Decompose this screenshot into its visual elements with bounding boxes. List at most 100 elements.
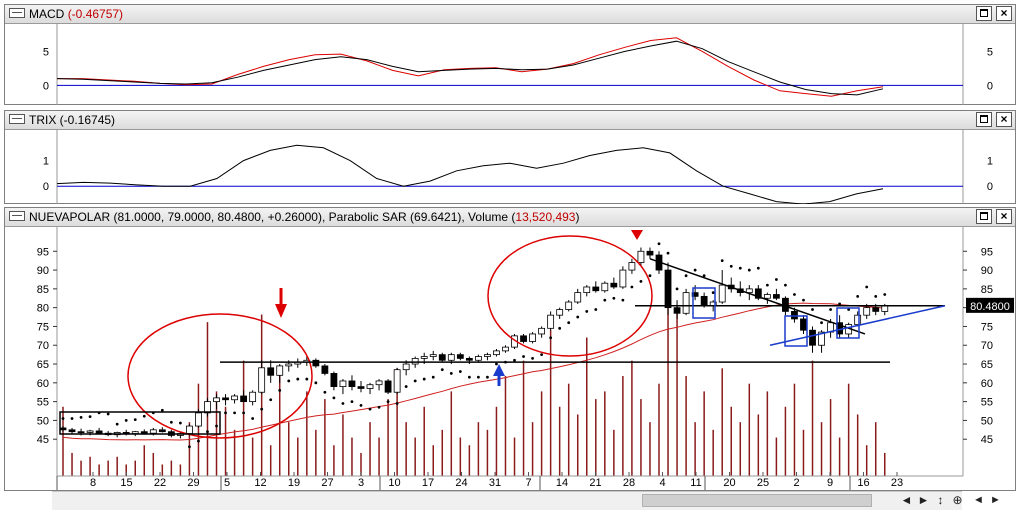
candle-body <box>619 269 627 288</box>
trix-header: TRIX (-0.16745) × <box>5 111 1015 130</box>
candle-body <box>610 282 618 288</box>
candle-body <box>140 431 148 434</box>
horizontal-scrollbar[interactable] <box>52 491 962 510</box>
candle-body <box>502 346 509 352</box>
page-right-icon[interactable]: ► <box>990 494 1001 506</box>
close-icon[interactable]: × <box>996 209 1012 224</box>
candle-body <box>465 357 473 361</box>
sar-dot <box>675 287 679 291</box>
sar-dot <box>215 424 218 428</box>
x-tick-label: 12 <box>254 477 266 489</box>
sar-dot <box>729 264 733 268</box>
sar-dot <box>61 417 65 420</box>
y-tick-label: 50 <box>37 415 49 427</box>
sar-dot <box>720 259 724 263</box>
y-tick-label: 90 <box>37 265 49 277</box>
candle-body <box>628 262 636 271</box>
candle-body <box>754 288 762 299</box>
trend-line <box>649 258 866 335</box>
trix-line <box>56 144 884 204</box>
x-tick-label: 5 <box>224 477 230 489</box>
candle-body <box>763 294 771 299</box>
candle-body <box>854 314 862 325</box>
candle-body <box>375 380 383 386</box>
sar-dot <box>224 411 227 415</box>
sar-dot <box>784 283 787 287</box>
x-tick-label: 16 <box>857 477 869 489</box>
annotation-box <box>784 315 808 347</box>
annotation-ellipse <box>127 313 313 439</box>
zoom-in-icon[interactable]: ⊕ <box>952 493 963 507</box>
sar-dot <box>350 400 354 404</box>
candle-body <box>348 380 356 387</box>
sar-dot <box>567 321 571 325</box>
sar-dot <box>486 375 489 379</box>
y-tick-label: 0 <box>987 181 993 193</box>
sar-dot <box>657 242 661 246</box>
sar-dot <box>449 372 453 375</box>
resize-vertical-icon[interactable]: ↕ <box>937 493 944 507</box>
candle-body <box>456 354 464 359</box>
sar-dot <box>495 362 498 366</box>
sar-dot <box>305 377 309 381</box>
candle-body <box>493 350 500 356</box>
sar-dot <box>585 310 589 313</box>
candle-body <box>204 401 211 414</box>
candle-body <box>195 412 202 427</box>
candle-body <box>529 333 536 342</box>
sar-dot <box>422 377 426 381</box>
sar-dot <box>260 407 264 411</box>
candle-body <box>158 429 166 433</box>
close-icon[interactable]: × <box>996 112 1012 127</box>
x-tick-label: 23 <box>891 477 903 489</box>
y-tick-label: 45 <box>981 434 993 446</box>
sar-dot <box>188 445 191 449</box>
x-tick-label: 31 <box>489 477 501 489</box>
sar-dot <box>747 268 751 272</box>
sar-dot <box>197 439 200 443</box>
candle-body <box>547 314 555 329</box>
x-tick-label: 14 <box>556 477 568 489</box>
scrollbar-thumb[interactable] <box>642 494 872 507</box>
scroll-right-icon[interactable]: ► <box>917 493 930 507</box>
sar-dot <box>404 385 408 388</box>
sar-dot <box>558 326 562 330</box>
candle-body <box>366 384 374 389</box>
sar-dot <box>115 422 119 426</box>
price-chart: 9595909085858080757570706565606055555050… <box>37 226 1014 490</box>
sar-dot <box>106 412 110 416</box>
scroll-left-icon[interactable]: ◄ <box>900 493 913 507</box>
candle-body <box>384 380 392 393</box>
sar-dot <box>522 355 525 358</box>
sar-dot <box>874 294 878 298</box>
sar-dot <box>883 293 887 296</box>
y-tick-label: 90 <box>981 265 993 277</box>
sar-dot <box>549 336 553 340</box>
candle-body <box>213 397 220 403</box>
candle-body <box>86 430 94 433</box>
last-value-label: 80.4800 <box>970 301 1010 313</box>
sar-dot <box>296 377 300 381</box>
sar-dot <box>431 375 435 379</box>
sar-dot <box>278 388 282 392</box>
x-tick-label: 20 <box>723 477 735 489</box>
price-title: NUEVAPOLAR (81.0000, 79.0000, 80.4800, +… <box>29 210 580 224</box>
candle-body <box>438 354 446 361</box>
close-icon[interactable]: × <box>996 6 1012 21</box>
sar-dot <box>576 315 580 319</box>
x-tick-label: 21 <box>589 477 601 489</box>
sar-dot <box>774 278 778 281</box>
price-header: NUEVAPOLAR (81.0000, 79.0000, 80.4800, +… <box>5 208 1015 227</box>
maximize-icon[interactable] <box>976 112 992 127</box>
sar-dot <box>513 358 516 362</box>
sar-dot <box>368 407 372 411</box>
candle-body <box>249 391 257 403</box>
page-left-icon[interactable]: ◄ <box>973 494 984 506</box>
sar-dot <box>79 416 83 419</box>
candle-body <box>565 301 573 310</box>
sar-dot <box>630 285 634 289</box>
maximize-icon[interactable] <box>976 209 992 224</box>
candle-body <box>818 331 825 346</box>
y-tick-label: 5 <box>987 46 993 58</box>
maximize-icon[interactable] <box>976 6 992 21</box>
